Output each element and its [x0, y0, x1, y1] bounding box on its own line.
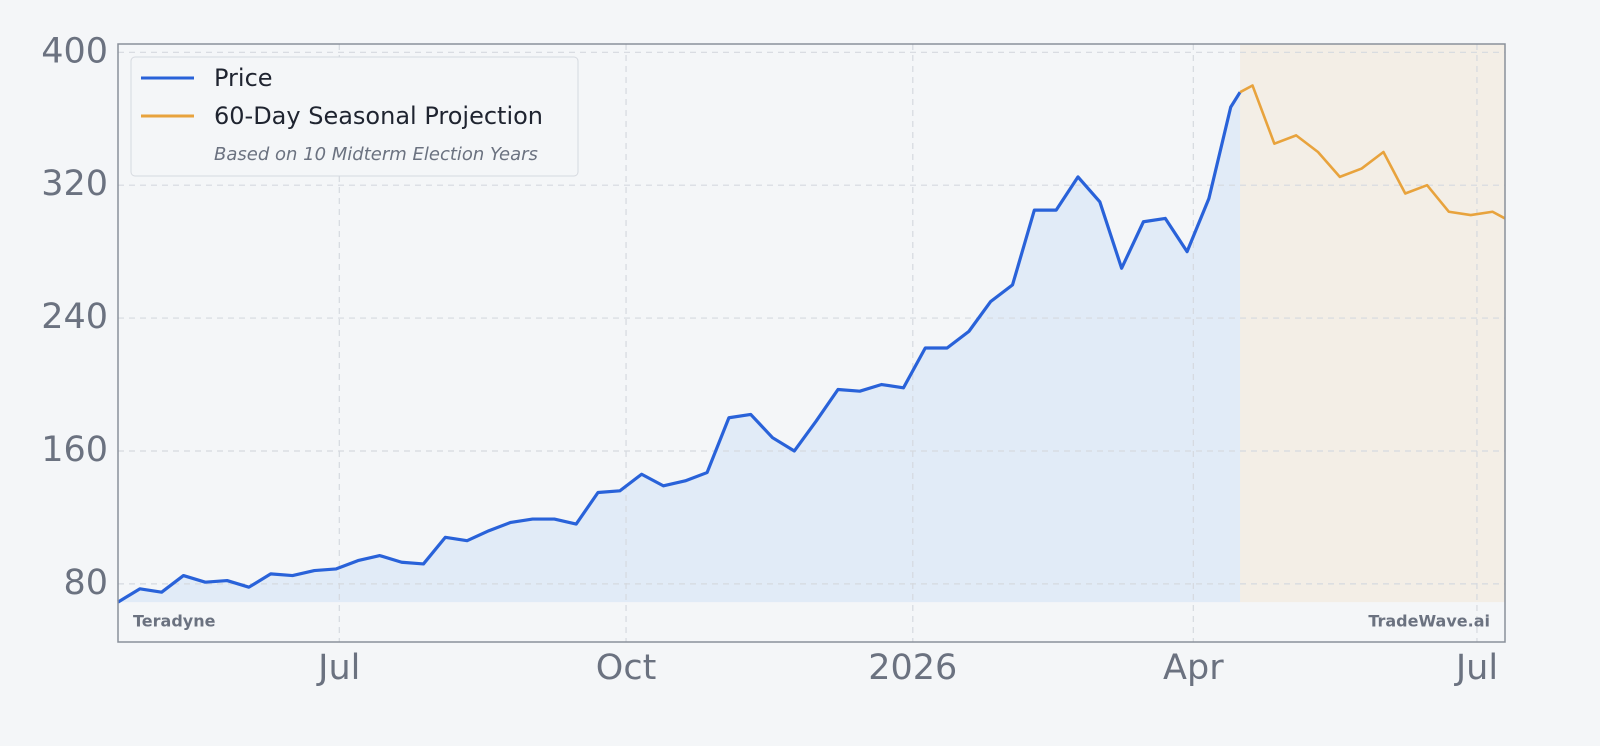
y-tick-label: 320 [41, 164, 108, 204]
plot-area [117, 44, 1506, 642]
y-tick-label: 400 [41, 31, 108, 71]
y-tick-label: 80 [63, 563, 108, 603]
x-tick-label: Jul [316, 648, 360, 688]
watermark: Teradyne [133, 612, 216, 631]
y-tick-label: 160 [41, 430, 108, 470]
area-fill [118, 92, 1241, 603]
legend-label: 60-Day Seasonal Projection [214, 102, 543, 130]
legend: Price 60-Day Seasonal Projection Based o… [130, 56, 579, 177]
line-series [117, 91, 1242, 604]
y-tick-label: 240 [41, 297, 108, 337]
line-series [1239, 84, 1506, 220]
projection-region [1240, 44, 1505, 603]
x-tick-label: Jul [1454, 648, 1498, 688]
watermark: TradeWave.ai [1368, 612, 1490, 631]
legend-label: Price [214, 64, 273, 92]
legend-box [130, 56, 579, 177]
x-tick-label: 2026 [868, 648, 957, 688]
x-tick-label: Oct [596, 648, 657, 688]
legend-note: Based on 10 Midterm Election Years [214, 144, 538, 165]
x-tick-label: Apr [1163, 648, 1224, 688]
plot-frame [117, 43, 1506, 643]
